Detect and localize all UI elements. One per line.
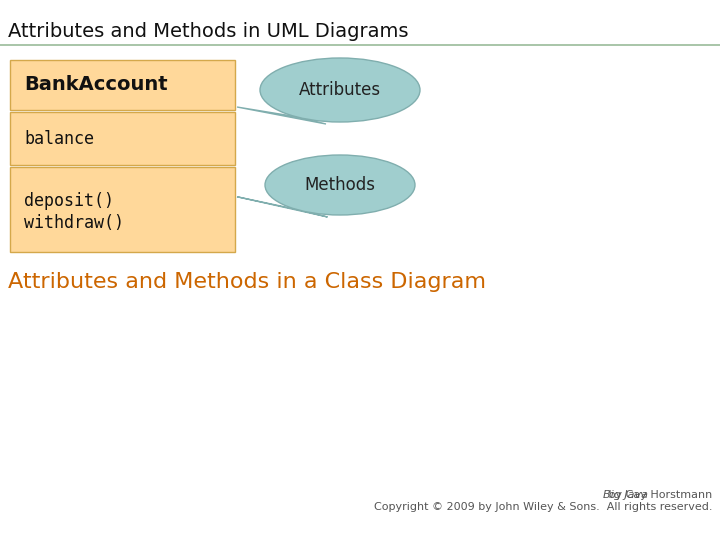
FancyBboxPatch shape — [10, 112, 235, 165]
Text: deposit(): deposit() — [24, 192, 114, 211]
Text: Attributes and Methods in UML Diagrams: Attributes and Methods in UML Diagrams — [8, 22, 408, 41]
Polygon shape — [237, 197, 328, 217]
Text: by Cay Horstmann: by Cay Horstmann — [605, 490, 712, 500]
FancyBboxPatch shape — [10, 60, 235, 110]
Text: balance: balance — [24, 130, 94, 147]
Text: withdraw(): withdraw() — [24, 214, 124, 233]
Text: Big Java: Big Java — [603, 490, 648, 500]
Text: Copyright © 2009 by John Wiley & Sons.  All rights reserved.: Copyright © 2009 by John Wiley & Sons. A… — [374, 502, 712, 512]
Polygon shape — [237, 107, 326, 124]
Text: Attributes: Attributes — [299, 81, 381, 99]
Text: Attributes and Methods in a Class Diagram: Attributes and Methods in a Class Diagra… — [8, 272, 486, 292]
Ellipse shape — [260, 58, 420, 122]
Text: BankAccount: BankAccount — [24, 76, 168, 94]
Text: Methods: Methods — [305, 176, 376, 194]
Ellipse shape — [265, 155, 415, 215]
FancyBboxPatch shape — [10, 167, 235, 252]
